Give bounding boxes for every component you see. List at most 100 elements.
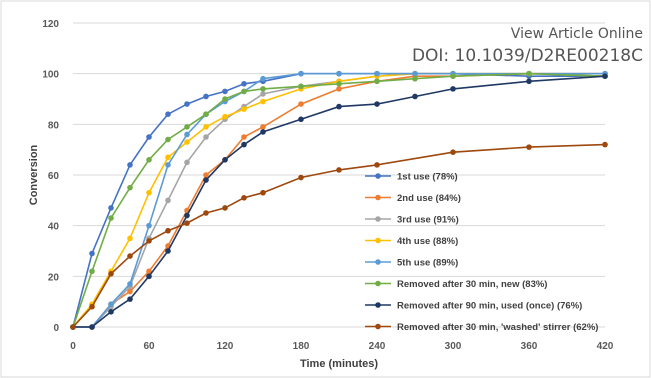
series-line: [73, 75, 606, 328]
x-tick-label: 240: [369, 341, 386, 352]
axis-tick-labels: 0 20 40 60 80 100 120 0 60 120 180 240 300 360 420: [42, 19, 613, 352]
data-point: [165, 111, 171, 117]
data-point: [127, 235, 133, 242]
data-point: [165, 162, 171, 168]
data-point: [184, 124, 190, 130]
legend-entry: 4th use (88%): [365, 236, 458, 247]
y-axis-title: Conversion: [28, 144, 40, 205]
data-point: [450, 149, 456, 155]
data-point: [222, 88, 228, 95]
data-point: [165, 154, 171, 161]
data-point: [127, 184, 133, 191]
data-point: [89, 250, 95, 257]
data-point: [203, 111, 209, 117]
data-point: [298, 174, 304, 181]
data-point: [146, 189, 152, 196]
data-point: [260, 129, 266, 135]
data-point: [146, 268, 152, 275]
legend-marker: [375, 216, 381, 222]
legend-marker: [375, 323, 381, 330]
legend-entry: Removed after 30 min, new (83%): [365, 279, 547, 290]
data-point: [241, 106, 247, 112]
series-line: [73, 72, 605, 328]
series-4: [70, 70, 608, 330]
data-point: [241, 81, 247, 87]
legend-marker: [375, 173, 381, 179]
legend-entry: Removed after 90 min, used (once) (76%): [365, 301, 582, 312]
data-point: [127, 288, 133, 295]
legend-marker: [375, 237, 381, 244]
y-tick-label: 80: [48, 120, 60, 131]
legend-label: 2nd use (84%): [397, 193, 461, 204]
data-point: [108, 215, 114, 221]
data-point: [203, 93, 209, 100]
data-point: [203, 134, 209, 140]
legend-entry: Removed after 30 min, 'washed' stirrer (…: [365, 322, 598, 333]
series-layer: [70, 70, 608, 330]
legend-entry: 2nd use (84%): [365, 193, 461, 204]
data-point: [260, 189, 266, 196]
data-point: [374, 101, 380, 107]
data-point: [241, 134, 247, 140]
data-point: [222, 96, 228, 102]
x-tick-label: 300: [445, 341, 462, 352]
series-line: [72, 72, 606, 328]
data-point: [108, 205, 114, 211]
y-tick-label: 120: [42, 19, 59, 30]
series-2: [70, 70, 608, 330]
legend-label: 3rd use (91%): [397, 215, 459, 226]
data-point: [89, 303, 95, 310]
data-point: [222, 113, 228, 120]
series-5: [70, 70, 608, 330]
series-1: [70, 70, 608, 330]
doi-text: DOI: 10.1039/D2RE00218C: [411, 46, 643, 66]
data-point: [127, 162, 133, 168]
legend-marker: [375, 259, 381, 265]
data-point: [70, 324, 76, 330]
view-article-online-text[interactable]: View Article Online: [510, 26, 643, 42]
data-point: [260, 124, 266, 130]
data-point: [127, 296, 133, 302]
data-point: [165, 227, 171, 234]
data-point: [241, 141, 247, 148]
data-point: [184, 159, 190, 166]
data-point: [241, 88, 247, 95]
data-point: [203, 172, 209, 178]
data-point: [450, 73, 456, 79]
series-7: [70, 73, 608, 330]
data-point: [336, 103, 342, 110]
legend-entry: 1st use (78%): [365, 172, 458, 183]
y-tick-label: 40: [48, 222, 60, 233]
data-point: [602, 73, 608, 79]
data-point: [412, 75, 418, 82]
data-point: [108, 301, 114, 308]
data-point: [374, 78, 380, 85]
data-point: [146, 157, 152, 163]
data-point: [184, 220, 190, 226]
data-point: [374, 70, 380, 77]
data-point: [203, 210, 209, 216]
data-point: [412, 93, 418, 100]
data-point: [165, 248, 171, 254]
x-tick-label: 180: [293, 341, 310, 352]
series-8: [70, 141, 608, 330]
series-line: [73, 72, 605, 328]
data-point: [184, 212, 190, 219]
data-point: [298, 83, 304, 90]
legend-marker: [375, 194, 381, 201]
x-tick-label: 0: [70, 341, 76, 352]
data-point: [165, 136, 171, 143]
data-point: [336, 167, 342, 173]
x-tick-label: 420: [597, 341, 614, 352]
legend: 1st use (78%) 2nd use (84%) 3rd use (91%) 4…: [365, 172, 598, 333]
x-tick-label: 60: [143, 341, 155, 352]
data-point: [165, 197, 171, 204]
data-point: [298, 70, 304, 77]
data-point: [146, 134, 152, 140]
legend-entry: 5th use (89%): [365, 258, 458, 269]
data-point: [184, 101, 190, 107]
x-axis-title: Time (minutes): [300, 358, 378, 370]
data-point: [260, 75, 266, 82]
legend-label: Removed after 30 min, 'washed' stirrer (…: [397, 322, 598, 333]
